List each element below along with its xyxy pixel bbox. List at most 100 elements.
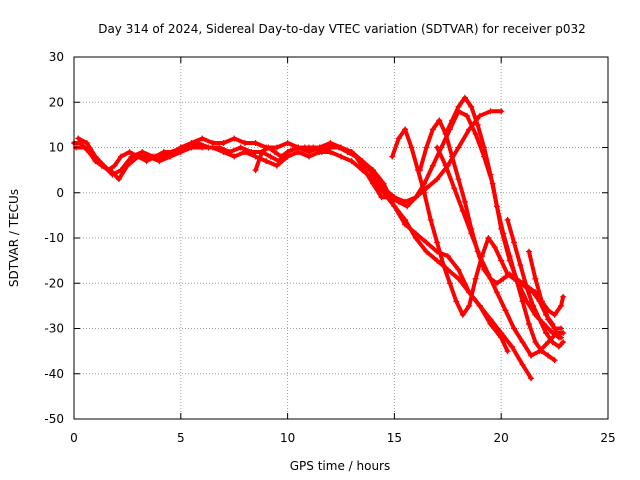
data-point — [231, 135, 238, 142]
data-point — [491, 244, 498, 251]
data-point — [459, 207, 466, 214]
data-point — [528, 352, 535, 359]
data-point — [395, 198, 402, 205]
data-point — [427, 216, 434, 223]
data-point — [558, 302, 565, 309]
data-point — [404, 203, 411, 210]
data-point — [500, 275, 507, 282]
data-point — [273, 162, 280, 169]
data-point — [111, 162, 118, 169]
data-point — [301, 144, 308, 151]
data-point — [502, 307, 509, 314]
chart-title: Day 314 of 2024, Sidereal Day-to-day VTE… — [98, 22, 586, 36]
data-point — [476, 302, 483, 309]
data-point — [75, 135, 82, 142]
data-point — [551, 311, 558, 318]
data-point — [455, 266, 462, 273]
data-point — [188, 144, 195, 151]
data-point — [517, 262, 524, 269]
data-point — [241, 139, 248, 146]
y-tick-label: -50 — [44, 412, 64, 426]
data-point — [273, 144, 280, 151]
data-point — [436, 117, 443, 124]
data-point — [504, 216, 511, 223]
data-point — [370, 180, 377, 187]
data-point — [252, 153, 259, 160]
data-point — [167, 153, 174, 160]
data-point — [468, 103, 475, 110]
data-point — [434, 144, 441, 151]
data-point — [532, 339, 539, 346]
series-s8 — [442, 94, 558, 364]
data-point — [498, 330, 505, 337]
data-point — [81, 144, 88, 151]
data-point — [506, 253, 513, 260]
data-point — [194, 139, 201, 146]
data-point — [519, 298, 526, 305]
data-point — [348, 158, 355, 165]
data-point — [124, 162, 131, 169]
data-point — [429, 126, 436, 133]
data-point — [449, 153, 456, 160]
data-point — [284, 149, 291, 156]
data-point — [434, 239, 441, 246]
data-point — [455, 103, 462, 110]
data-point — [444, 253, 451, 260]
x-tick-label: 25 — [600, 431, 615, 445]
data-point — [519, 339, 526, 346]
data-point — [429, 162, 436, 169]
data-point — [464, 112, 471, 119]
data-point — [310, 144, 317, 151]
data-point — [434, 176, 441, 183]
data-point — [278, 153, 285, 160]
series-line — [435, 145, 566, 358]
y-tick-label: -40 — [44, 367, 64, 381]
series-line — [505, 217, 566, 349]
data-point — [461, 94, 468, 101]
data-point — [455, 176, 462, 183]
data-point — [511, 239, 518, 246]
data-point — [417, 167, 424, 174]
y-tick-label: 30 — [49, 50, 64, 64]
data-point — [487, 108, 494, 115]
data-point — [472, 275, 479, 282]
data-point — [135, 153, 142, 160]
data-point — [449, 117, 456, 124]
data-point — [474, 121, 481, 128]
data-point — [498, 108, 505, 115]
data-point — [442, 162, 449, 169]
data-point — [117, 153, 124, 160]
data-point — [543, 330, 550, 337]
data-point — [506, 271, 513, 278]
data-point — [455, 144, 462, 151]
data-point — [293, 144, 300, 151]
data-point — [558, 325, 565, 332]
data-point — [412, 235, 419, 241]
data-point — [442, 130, 449, 137]
data-point — [555, 343, 562, 350]
x-tick-label: 15 — [387, 431, 402, 445]
data-point — [493, 289, 500, 296]
data-point — [476, 253, 483, 260]
data-point — [500, 230, 507, 237]
data-point — [338, 153, 344, 160]
data-point — [177, 149, 184, 156]
data-point — [252, 139, 259, 146]
data-point — [423, 144, 430, 151]
y-tick-label: 20 — [49, 95, 64, 109]
data-point — [498, 257, 505, 264]
data-point — [265, 144, 272, 151]
data-point — [412, 194, 419, 201]
data-point — [466, 126, 473, 133]
data-point — [525, 248, 532, 255]
data-point — [378, 194, 385, 201]
data-point — [508, 343, 515, 350]
data-point — [493, 280, 500, 287]
data-point — [423, 248, 430, 255]
data-point — [560, 293, 567, 300]
series-line — [74, 145, 534, 381]
data-point — [446, 280, 453, 287]
data-point — [115, 176, 122, 183]
data-point — [476, 112, 483, 119]
data-point — [551, 357, 558, 364]
